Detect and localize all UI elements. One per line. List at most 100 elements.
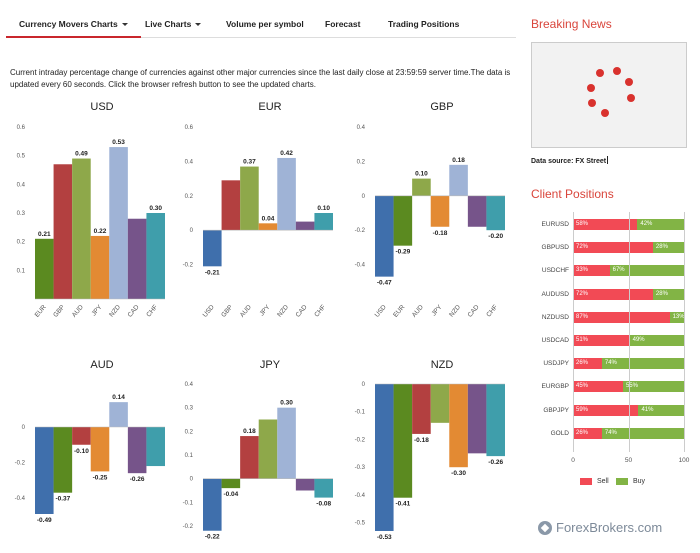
data-label: -0.26 [130,476,145,483]
bar-chf[interactable] [314,478,333,498]
bar-nzd[interactable] [109,147,128,299]
bar-aud[interactable] [258,419,278,479]
intro-text: Current intraday percentage change of cu… [10,68,511,89]
bar-cad[interactable] [127,427,147,474]
data-label: -0.29 [395,249,410,256]
bar-eur[interactable] [393,195,413,246]
data-label: -0.08 [316,501,331,508]
chart-title: NZD [431,359,454,371]
y-tick-label: 0.1 [17,268,26,274]
bar-gbp[interactable] [412,384,431,434]
bar-usd[interactable] [35,427,54,514]
bar-nzd[interactable] [449,164,468,196]
bar-aud[interactable] [240,166,259,231]
tab-currency-movers-charts[interactable]: Currency Movers Charts [6,12,141,38]
chevron-down-icon [195,23,202,26]
position-bar-eurusd[interactable]: 58% 42% [573,219,684,230]
bar-gbp[interactable] [240,436,259,479]
legend-label: Buy [633,478,646,485]
tab-volume-per-symbol[interactable]: Volume per symbol [226,19,304,29]
bar-nzd[interactable] [277,157,296,231]
bar-eur[interactable] [35,238,54,299]
bar-cad[interactable] [295,221,315,231]
tab-live-charts[interactable]: Live Charts [145,12,202,37]
legend-swatch [580,478,592,485]
data-label: -0.20 [488,233,503,240]
y-tick-label: -0.3 [355,465,366,471]
data-label: -0.30 [451,470,466,477]
data-label: 0.14 [112,394,125,401]
bar-jpy[interactable] [258,223,278,231]
bar-usd[interactable] [203,478,222,531]
bar-eur[interactable] [393,384,413,498]
position-bar-usdchf[interactable]: 33% 67% [573,265,684,277]
bar-nzd[interactable] [277,407,296,479]
buy-segment: 41% [638,404,684,416]
bar-chf[interactable] [486,384,505,457]
x-tick-label: 0 [571,457,575,464]
y-tick-label: 0.2 [185,429,194,435]
buy-segment: 67% [609,265,684,277]
legend-buy[interactable]: Buy [616,478,645,485]
position-bar-gold[interactable]: 26% 74% [573,427,684,439]
sell-segment: 72% [573,242,653,254]
sell-segment: 59% [573,404,639,416]
position-bar-usdcad[interactable]: 51% 49% [573,335,684,346]
y-tick-label: 0 [190,228,194,234]
tab-forecast[interactable]: Forecast [325,19,361,29]
chart-tabs: Currency Movers Charts Live Charts Volum… [6,12,516,38]
bar-usd[interactable] [375,384,394,531]
x-tick-label: EUR [34,304,48,319]
bar-jpy[interactable] [90,235,110,299]
sell-segment: 51% [573,335,630,346]
bar-chf[interactable] [486,195,505,231]
chart-title: USD [90,101,113,113]
tab-trading-positions[interactable]: Trading Positions [388,19,460,29]
chart-title: EUR [258,101,281,113]
chart-eur: EUR -0.2 0 0.2 0.4 0.6 -0.21 0.37 0.04 0.42 0.10 US… [183,101,333,319]
bar-gbp[interactable] [53,164,73,299]
x-tick-label: USD [202,304,216,319]
grid-line [628,212,630,452]
bar-eur[interactable] [221,478,241,489]
x-tick-label: 50 [624,457,633,464]
bar-gbp[interactable] [221,180,241,231]
bar-cad[interactable] [127,218,147,299]
position-bar-gbpjpy[interactable]: 59% 41% [573,404,684,416]
bar-gbp[interactable] [72,427,91,445]
bar-chf[interactable] [146,213,165,299]
y-tick-label: 0.3 [17,211,26,217]
position-bar-eurgbp[interactable]: 45% 55% [573,381,684,393]
position-label: NZDUSD [541,313,569,321]
bar-cad[interactable] [467,195,487,227]
bar-cad[interactable] [295,478,315,491]
bar-usd[interactable] [375,195,394,277]
bar-chf[interactable] [146,427,165,467]
data-label: -0.25 [93,474,108,481]
bar-aud[interactable] [72,158,91,299]
bar-jpy[interactable] [449,384,468,468]
bar-eur[interactable] [53,427,73,493]
data-source-label: Data source: FX Street [531,158,607,165]
x-tick-label: AUD [411,304,425,319]
bar-jpy[interactable] [90,427,110,472]
bar-jpy[interactable] [430,195,450,227]
position-bar-audusd[interactable]: 72% 28% [573,288,684,300]
position-bar-gbpusd[interactable]: 72% 28% [573,242,684,254]
x-tick-label: CHF [145,304,159,319]
tab-label: Currency Movers Charts [19,19,118,29]
y-tick-label: -0.2 [355,437,366,443]
legend-sell[interactable]: Sell [580,478,609,485]
position-bar-usdjpy[interactable]: 26% 74% [573,358,684,370]
bar-chf[interactable] [314,213,333,231]
bar-usd[interactable] [203,230,222,267]
bar-nzd[interactable] [109,402,128,427]
news-feed-panel [531,42,687,148]
bar-aud[interactable] [430,384,450,423]
grid-line [684,212,685,452]
bar-aud[interactable] [412,178,431,196]
y-tick-label: 0.2 [185,194,194,200]
bar-cad[interactable] [467,384,487,454]
position-bar-nzdusd[interactable]: 87% 13% [573,311,685,323]
legend-label: Sell [597,478,609,485]
